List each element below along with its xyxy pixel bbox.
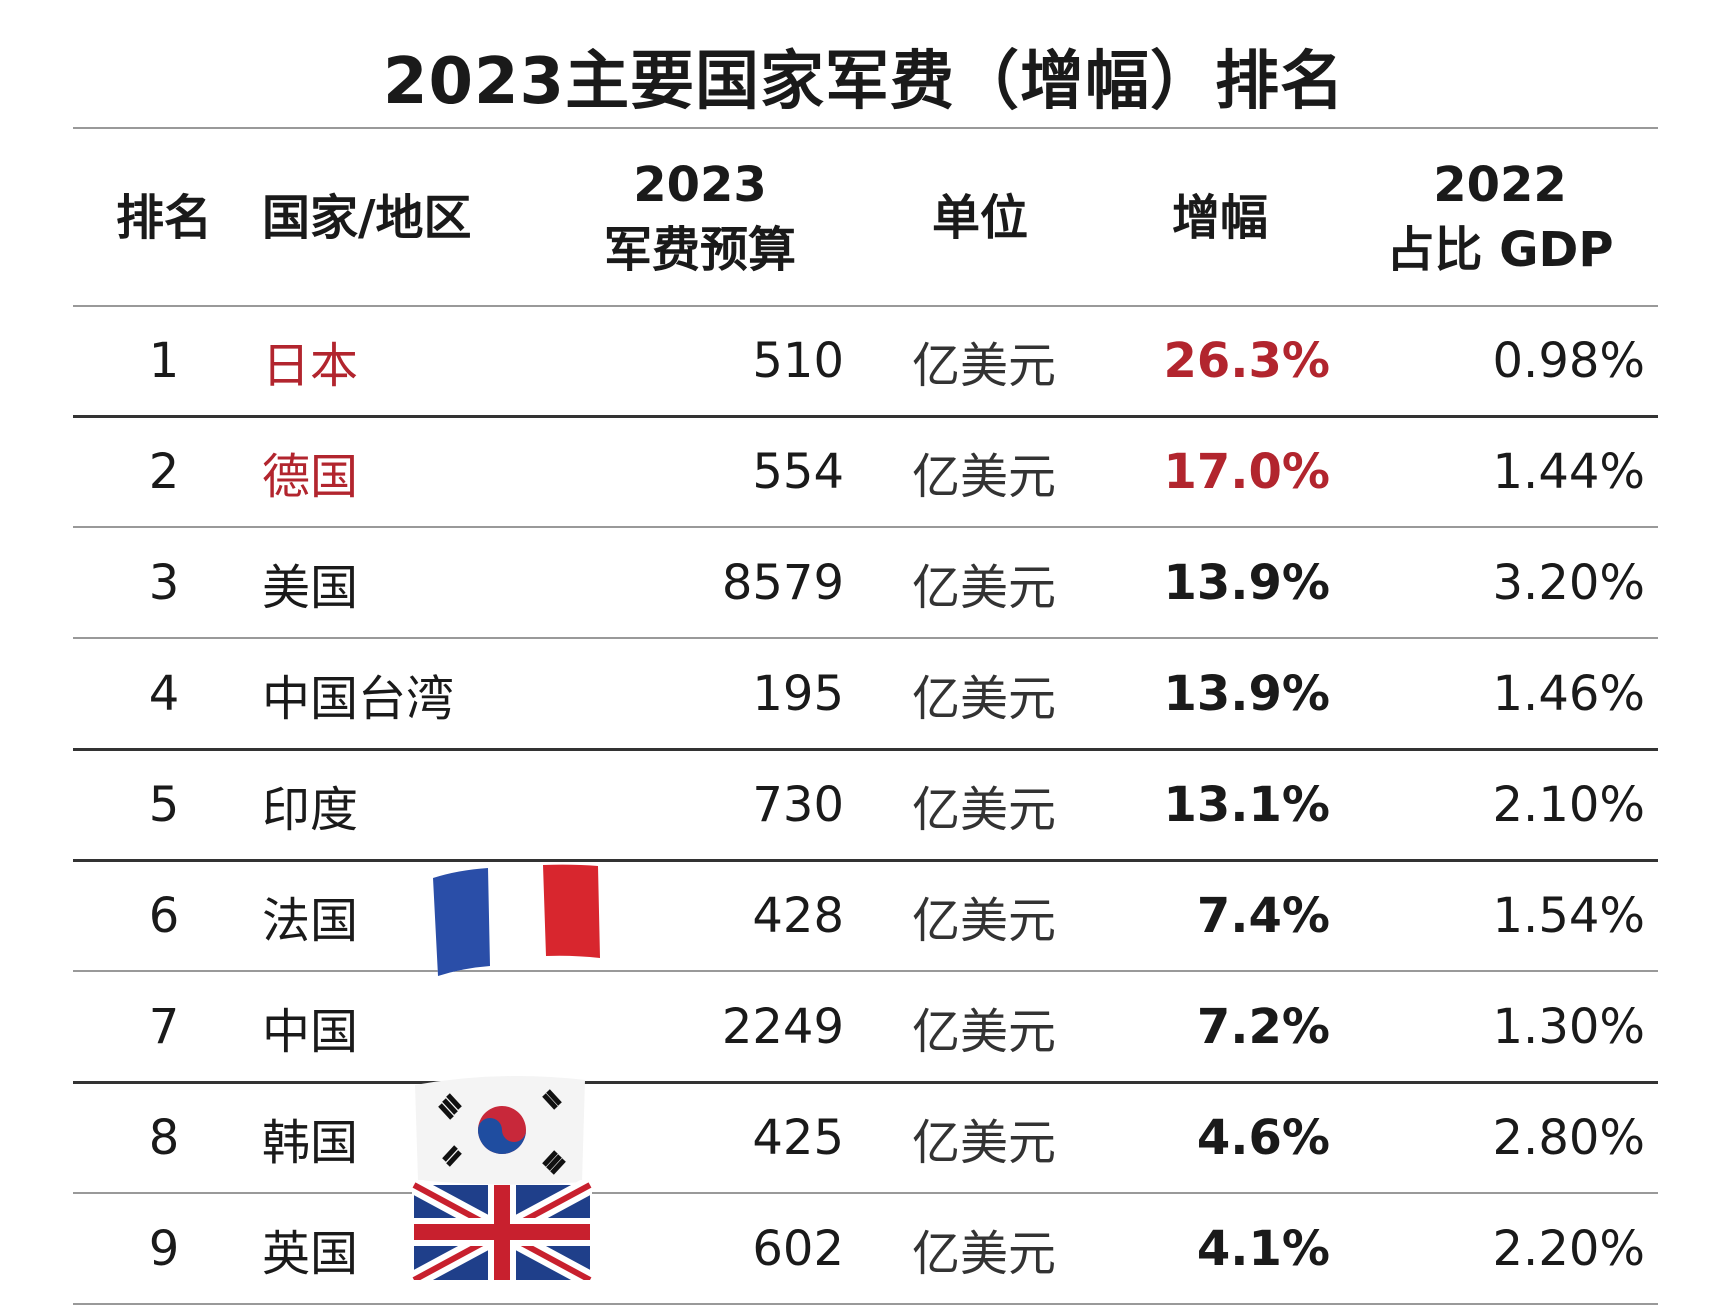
- table-cell: 730: [752, 777, 844, 833]
- header-text: 2023: [633, 157, 767, 214]
- table-cell: 中国: [262, 1004, 359, 1060]
- table-cell: 亿美元: [912, 782, 1057, 838]
- header-text: 增幅: [1171, 189, 1268, 246]
- rule: [73, 415, 1658, 418]
- table-cell: 亿美元: [912, 338, 1057, 394]
- rule: [73, 859, 1658, 862]
- flag-france: [433, 864, 600, 976]
- table-cell: 7.4%: [1196, 888, 1330, 944]
- table-cell: 亿美元: [912, 1115, 1057, 1171]
- header-cell: 排名: [73, 129, 255, 307]
- table-cell: 26.3%: [1163, 333, 1330, 389]
- table-cell: 亿美元: [912, 449, 1057, 505]
- table-cell: 亿美元: [912, 671, 1057, 727]
- rule: [73, 526, 1658, 528]
- rule: [73, 637, 1658, 639]
- table-cell: 7: [148, 999, 180, 1055]
- table-cell: 3: [148, 555, 180, 611]
- table-cell: 428: [752, 888, 844, 944]
- table-cell: 195: [752, 666, 844, 722]
- table-cell: 韩国: [262, 1115, 359, 1171]
- table-cell: 4.1%: [1196, 1221, 1330, 1277]
- table-cell: 亿美元: [912, 1226, 1057, 1282]
- header-text: 单位: [931, 189, 1028, 246]
- table-cell: 17.0%: [1163, 444, 1330, 500]
- header-text: 占比 GDP: [1386, 222, 1614, 278]
- header-cell: 增幅: [1120, 129, 1320, 307]
- header-text: 2022: [1433, 157, 1567, 214]
- rule: [73, 1192, 1658, 1194]
- table-cell: 13.1%: [1163, 777, 1330, 833]
- table-cell: 亿美元: [912, 560, 1057, 616]
- table-cell: 554: [752, 444, 844, 500]
- table-cell: 3.20%: [1492, 555, 1645, 611]
- table-cell: 1.30%: [1492, 999, 1645, 1055]
- table-cell: 0.98%: [1492, 333, 1645, 389]
- table-cell: 1.44%: [1492, 444, 1645, 500]
- table-cell: 美国: [262, 560, 359, 616]
- table-cell: 13.9%: [1163, 666, 1330, 722]
- table-cell: 8579: [721, 555, 844, 611]
- table-cell: 8: [148, 1110, 180, 1166]
- table-cell: 1.54%: [1492, 888, 1645, 944]
- flag-korea: [415, 1076, 585, 1185]
- table-row: 8 韩国 425 亿美元 4.6% 2.80%: [0, 1084, 1728, 1192]
- table-cell: 6: [148, 888, 180, 944]
- table-cell: 1.46%: [1492, 666, 1645, 722]
- flag-uk: [412, 1180, 592, 1280]
- rule: [73, 127, 1658, 129]
- table-row: 6 法国 428 亿美元 7.4% 1.54%: [0, 862, 1728, 970]
- header-cell: 国家/地区: [262, 129, 532, 307]
- header-row: 排名 国家/地区 2023 军费预算 单位 增幅 2022 占比 GDP: [0, 129, 1728, 307]
- table-cell: 法国: [262, 893, 359, 949]
- table-row: 7 中国 2249 亿美元 7.2% 1.30%: [0, 973, 1728, 1081]
- table-cell: 510: [752, 333, 844, 389]
- table-cell: 4.6%: [1196, 1110, 1330, 1166]
- table-cell: 中国台湾: [262, 671, 455, 727]
- table-row: 2 德国 554 亿美元 17.0% 1.44%: [0, 418, 1728, 526]
- table-cell: 7.2%: [1196, 999, 1330, 1055]
- table-cell: 2.10%: [1492, 777, 1645, 833]
- title: 2023主要国家军费（增幅）排名: [382, 45, 1346, 119]
- header-text: 国家/地区: [262, 189, 472, 246]
- rule: [73, 748, 1658, 751]
- table-row: 3 美国 8579 亿美元 13.9% 3.20%: [0, 529, 1728, 637]
- table-cell: 1: [148, 333, 180, 389]
- table-cell: 日本: [262, 338, 359, 394]
- rule: [73, 970, 1658, 972]
- table-cell: 602: [752, 1221, 844, 1277]
- table-cell: 5: [148, 777, 180, 833]
- table-cell: 2.80%: [1492, 1110, 1645, 1166]
- table-cell: 2.20%: [1492, 1221, 1645, 1277]
- header-text: 排名: [115, 189, 212, 246]
- table-cell: 印度: [262, 782, 359, 838]
- table-cell: 2249: [721, 999, 844, 1055]
- table-row: 4 中国台湾 195 亿美元 13.9% 1.46%: [0, 640, 1728, 748]
- table-cell: 9: [148, 1221, 180, 1277]
- header-cell: 2022 占比 GDP: [1360, 129, 1640, 307]
- header-cell: 单位: [880, 129, 1080, 307]
- rule: [73, 305, 1658, 307]
- table-cell: 德国: [262, 449, 359, 505]
- table-row: 9 英国 602 亿美元 4.1% 2.20%: [0, 1195, 1728, 1303]
- table-cell: 2: [148, 444, 180, 500]
- header-cell: 2023 军费预算: [560, 129, 840, 307]
- table-cell: 4: [148, 666, 180, 722]
- table-cell: 13.9%: [1163, 555, 1330, 611]
- table-cell: 亿美元: [912, 1004, 1057, 1060]
- table-row: 5 印度 730 亿美元 13.1% 2.10%: [0, 751, 1728, 859]
- table-cell: 亿美元: [912, 893, 1057, 949]
- table-cell: 英国: [262, 1226, 359, 1282]
- rule: [73, 1081, 1658, 1084]
- table-cell: 425: [752, 1110, 844, 1166]
- header-text: 军费预算: [603, 222, 796, 278]
- table-row: 1 日本 510 亿美元 26.3% 0.98%: [0, 307, 1728, 415]
